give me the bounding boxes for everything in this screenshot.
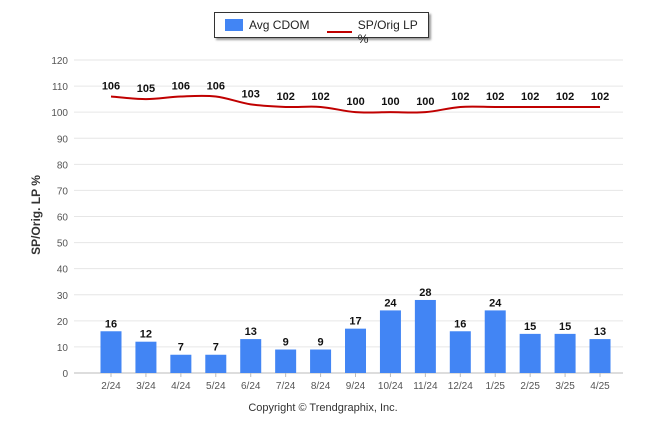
line-data-label: 105 xyxy=(137,83,155,95)
line-data-label: 102 xyxy=(451,91,469,103)
bar xyxy=(205,354,227,373)
bar xyxy=(414,299,436,373)
line-data-label: 106 xyxy=(102,81,120,93)
y-axis-label: SP/Orig. LP % xyxy=(29,175,43,255)
y-tick-label: 40 xyxy=(57,265,69,276)
legend-item-avg-cdom[interactable]: Avg CDOM xyxy=(225,18,309,32)
x-tick-label: 9/24 xyxy=(346,381,366,392)
line-data-label: 102 xyxy=(311,91,329,103)
x-tick-label: 6/24 xyxy=(241,381,261,392)
x-tick-label: 3/24 xyxy=(136,381,156,392)
y-tick-label: 120 xyxy=(51,56,68,67)
x-tick-label: 4/24 xyxy=(171,381,191,392)
y-tick-label: 30 xyxy=(57,291,69,302)
bar xyxy=(589,339,611,373)
bar xyxy=(135,341,157,373)
bar xyxy=(379,310,401,373)
y-tick-label: 100 xyxy=(51,108,68,119)
line-data-label: 100 xyxy=(381,96,399,108)
legend: Avg CDOM SP/Orig LP % xyxy=(214,12,429,46)
y-tick-label: 50 xyxy=(57,239,69,250)
bar-data-label: 13 xyxy=(594,326,606,338)
line-data-label: 102 xyxy=(521,91,539,103)
bar-data-label: 7 xyxy=(178,342,184,354)
y-tick-label: 60 xyxy=(57,213,69,224)
y-tick-label: 110 xyxy=(52,82,68,93)
line-data-label: 106 xyxy=(207,81,225,93)
copyright-credit: Copyright © Trendgraphix, Inc. xyxy=(248,402,398,414)
bar xyxy=(554,333,576,373)
bar-data-label: 15 xyxy=(524,321,536,333)
bar-data-label: 13 xyxy=(245,326,257,338)
legend-bar-swatch xyxy=(225,19,243,31)
x-tick-label: 1/25 xyxy=(485,381,505,392)
bar-data-label: 28 xyxy=(419,287,431,299)
line-data-label: 106 xyxy=(172,81,190,93)
bar-data-label: 16 xyxy=(105,318,117,330)
x-tick-label: 12/24 xyxy=(448,381,473,392)
y-tick-label: 80 xyxy=(57,160,69,171)
line-data-label: 102 xyxy=(276,91,294,103)
x-tick-label: 7/24 xyxy=(276,381,296,392)
line-data-label: 102 xyxy=(591,91,609,103)
line-data-label: 102 xyxy=(556,91,574,103)
y-tick-label: 10 xyxy=(57,343,69,354)
line-series-sp-orig-lp xyxy=(110,94,601,114)
line-data-label: 103 xyxy=(242,88,260,100)
x-tick-label: 8/24 xyxy=(311,381,331,392)
bar-data-label: 7 xyxy=(213,342,219,354)
legend-item-sp-orig-lp[interactable]: SP/Orig LP % xyxy=(327,18,428,46)
bar-data-label: 12 xyxy=(140,329,152,341)
bar-data-label: 16 xyxy=(454,318,466,330)
bar xyxy=(484,310,506,373)
line-data-label: 100 xyxy=(416,96,434,108)
bar xyxy=(240,339,262,373)
bar xyxy=(100,331,122,373)
bar xyxy=(345,328,367,373)
bar-data-label: 24 xyxy=(384,297,397,309)
y-tick-label: 90 xyxy=(57,134,69,145)
y-tick-label: 20 xyxy=(57,317,69,328)
legend-bar-label: Avg CDOM xyxy=(249,18,310,32)
bar xyxy=(519,333,541,373)
bar-data-label: 17 xyxy=(349,316,361,328)
x-tick-label: 2/24 xyxy=(101,381,121,392)
bar-data-label: 9 xyxy=(283,337,289,349)
x-tick-label: 10/24 xyxy=(378,381,403,392)
x-tick-label: 3/25 xyxy=(555,381,575,392)
x-tick-label: 4/25 xyxy=(590,381,610,392)
line-data-label: 102 xyxy=(486,91,504,103)
line-data-label: 100 xyxy=(346,96,364,108)
x-tick-label: 2/25 xyxy=(520,381,540,392)
y-tick-label: 70 xyxy=(57,186,69,197)
x-tick-label: 5/24 xyxy=(206,381,226,392)
bar xyxy=(310,349,332,373)
bar xyxy=(275,349,297,373)
bar xyxy=(449,331,471,373)
bar-data-label: 15 xyxy=(559,321,571,333)
bar-data-label: 24 xyxy=(489,297,502,309)
bar xyxy=(170,354,192,373)
legend-line-swatch xyxy=(327,31,352,33)
x-tick-label: 11/24 xyxy=(413,381,438,392)
y-tick-label: 0 xyxy=(62,369,68,380)
bar-data-label: 9 xyxy=(318,337,324,349)
legend-line-label: SP/Orig LP % xyxy=(357,18,418,46)
